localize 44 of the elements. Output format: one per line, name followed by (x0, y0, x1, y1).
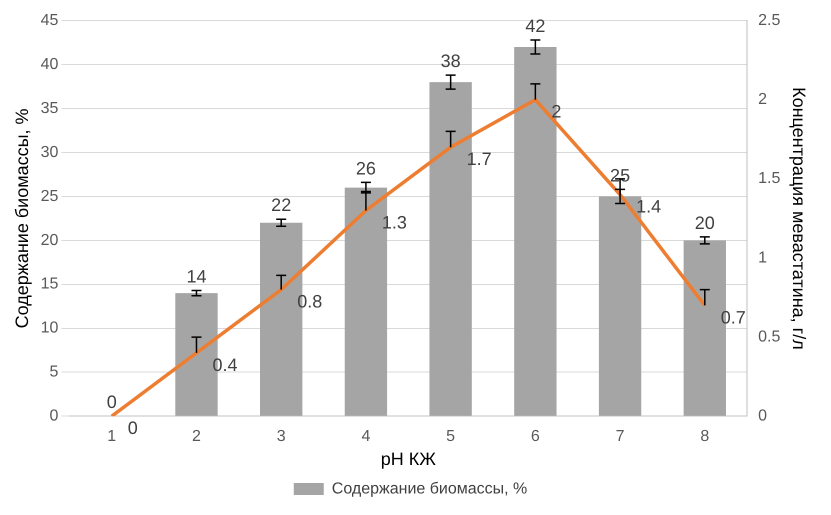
legend-label: Содержание биомассы, % (332, 480, 528, 498)
x-tick-label: 7 (616, 428, 625, 446)
y2-tick-label: 1 (758, 249, 768, 266)
x-tick-label: 1 (107, 428, 116, 446)
x-tick-label: 4 (361, 428, 370, 446)
data-label: 2 (551, 102, 562, 122)
data-label: 25 (610, 165, 630, 186)
y-tick-label: 25 (40, 188, 58, 205)
data-label: 1.4 (636, 196, 662, 217)
data-label: 20 (694, 212, 715, 233)
data-label: 0 (128, 418, 138, 438)
data-label: 1.7 (466, 149, 492, 170)
x-tick-label: 6 (530, 428, 540, 446)
y-tick-label: 5 (49, 364, 58, 381)
data-label: 1.3 (382, 212, 407, 232)
y-tick-label: 35 (40, 100, 58, 117)
y-tick-label: 15 (40, 276, 58, 293)
y-tick-label: 0 (49, 408, 58, 425)
y-tick-label: 40 (40, 56, 58, 73)
data-label: 14 (186, 266, 206, 286)
x-tick-label: 2 (192, 428, 202, 446)
x-tick-label: 5 (446, 428, 456, 446)
y-tick-label: 45 (40, 12, 58, 30)
data-label: 22 (271, 195, 292, 216)
data-label: 42 (525, 16, 546, 36)
x-tick-label: 3 (276, 428, 286, 446)
y-tick-label: 30 (40, 144, 58, 161)
y2-axis-title: Концентрация мевастатина, г/л (789, 87, 810, 350)
data-label: 38 (440, 51, 461, 72)
y2-tick-label: 2 (758, 91, 768, 108)
y2-tick-label: 1.5 (758, 170, 780, 188)
y2-tick-label: 2.5 (758, 12, 780, 30)
data-label: 0 (106, 392, 117, 412)
y2-tick-label: 0 (758, 408, 768, 425)
data-label: 0.4 (212, 354, 238, 375)
y-axis-title: Содержание биомассы, % (12, 108, 32, 328)
x-axis-title: pH КЖ (380, 449, 436, 470)
data-label: 0.7 (720, 307, 746, 328)
data-label: 26 (356, 158, 376, 178)
y2-tick-label: 0.5 (758, 328, 780, 346)
data-label: 0.8 (297, 292, 322, 312)
y-tick-label: 20 (40, 232, 58, 249)
y-tick-label: 10 (40, 320, 58, 337)
x-tick-label: 8 (700, 428, 710, 446)
